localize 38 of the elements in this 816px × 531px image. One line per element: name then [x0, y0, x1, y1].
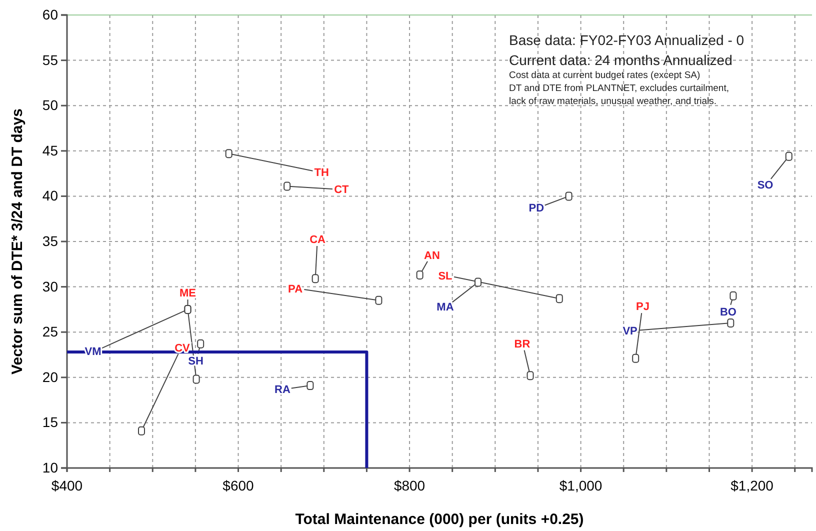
annotation: Base data: FY02-FY03 Annualized - 0 — [509, 32, 744, 48]
series-label: CA — [310, 234, 326, 246]
annotation: Cost data at current budget rates (except SA) — [509, 70, 700, 81]
series-label: PA — [288, 283, 303, 296]
series-label: PD — [528, 202, 544, 215]
series-label: MA — [436, 301, 454, 314]
series-label: BO — [720, 306, 737, 319]
annotation: lack of raw materials, unusual weather, and trials. — [509, 96, 717, 107]
series-label: SL — [438, 270, 453, 282]
y-tick-label: 10 — [42, 459, 58, 476]
series-label: VP — [622, 326, 638, 338]
x-tick-label: $800 — [394, 477, 426, 494]
y-tick-label: 25 — [42, 324, 58, 340]
annotation: DT and DTE from PLANTNET, excludes curtailment, — [509, 83, 729, 94]
y-tick-label: 55 — [42, 52, 58, 68]
y-tick-label: 30 — [42, 278, 58, 294]
x-axis-title: Total Maintenance (000) per (units +0.25) — [295, 511, 584, 528]
x-tick-label: $1,200 — [730, 477, 774, 494]
series-label: ME — [179, 287, 196, 300]
annotation: Current data: 24 months Annualized — [509, 52, 732, 68]
x-tick-label: $400 — [51, 477, 83, 494]
y-tick-label: 15 — [42, 414, 58, 430]
series-label: CT — [334, 184, 350, 196]
series-label: TH — [314, 167, 329, 180]
series-label: AN — [424, 250, 440, 262]
series-label: SO — [757, 179, 774, 192]
y-tick-label: 50 — [42, 97, 58, 114]
y-axis-title: Vector sum of DTE* 3/24 and DT days — [9, 108, 26, 374]
x-tick-label: $1,000 — [559, 477, 602, 494]
y-tick-label: 45 — [42, 142, 58, 158]
y-tick-label: 35 — [42, 232, 58, 249]
x-tick-label: $600 — [222, 477, 254, 494]
series-label: RA — [274, 384, 290, 396]
y-tick-label: 20 — [42, 368, 58, 385]
series-label: PJ — [636, 300, 650, 313]
series-label: BR — [514, 338, 530, 350]
y-tick-label: 60 — [42, 6, 58, 22]
y-tick-label: 40 — [42, 188, 58, 204]
